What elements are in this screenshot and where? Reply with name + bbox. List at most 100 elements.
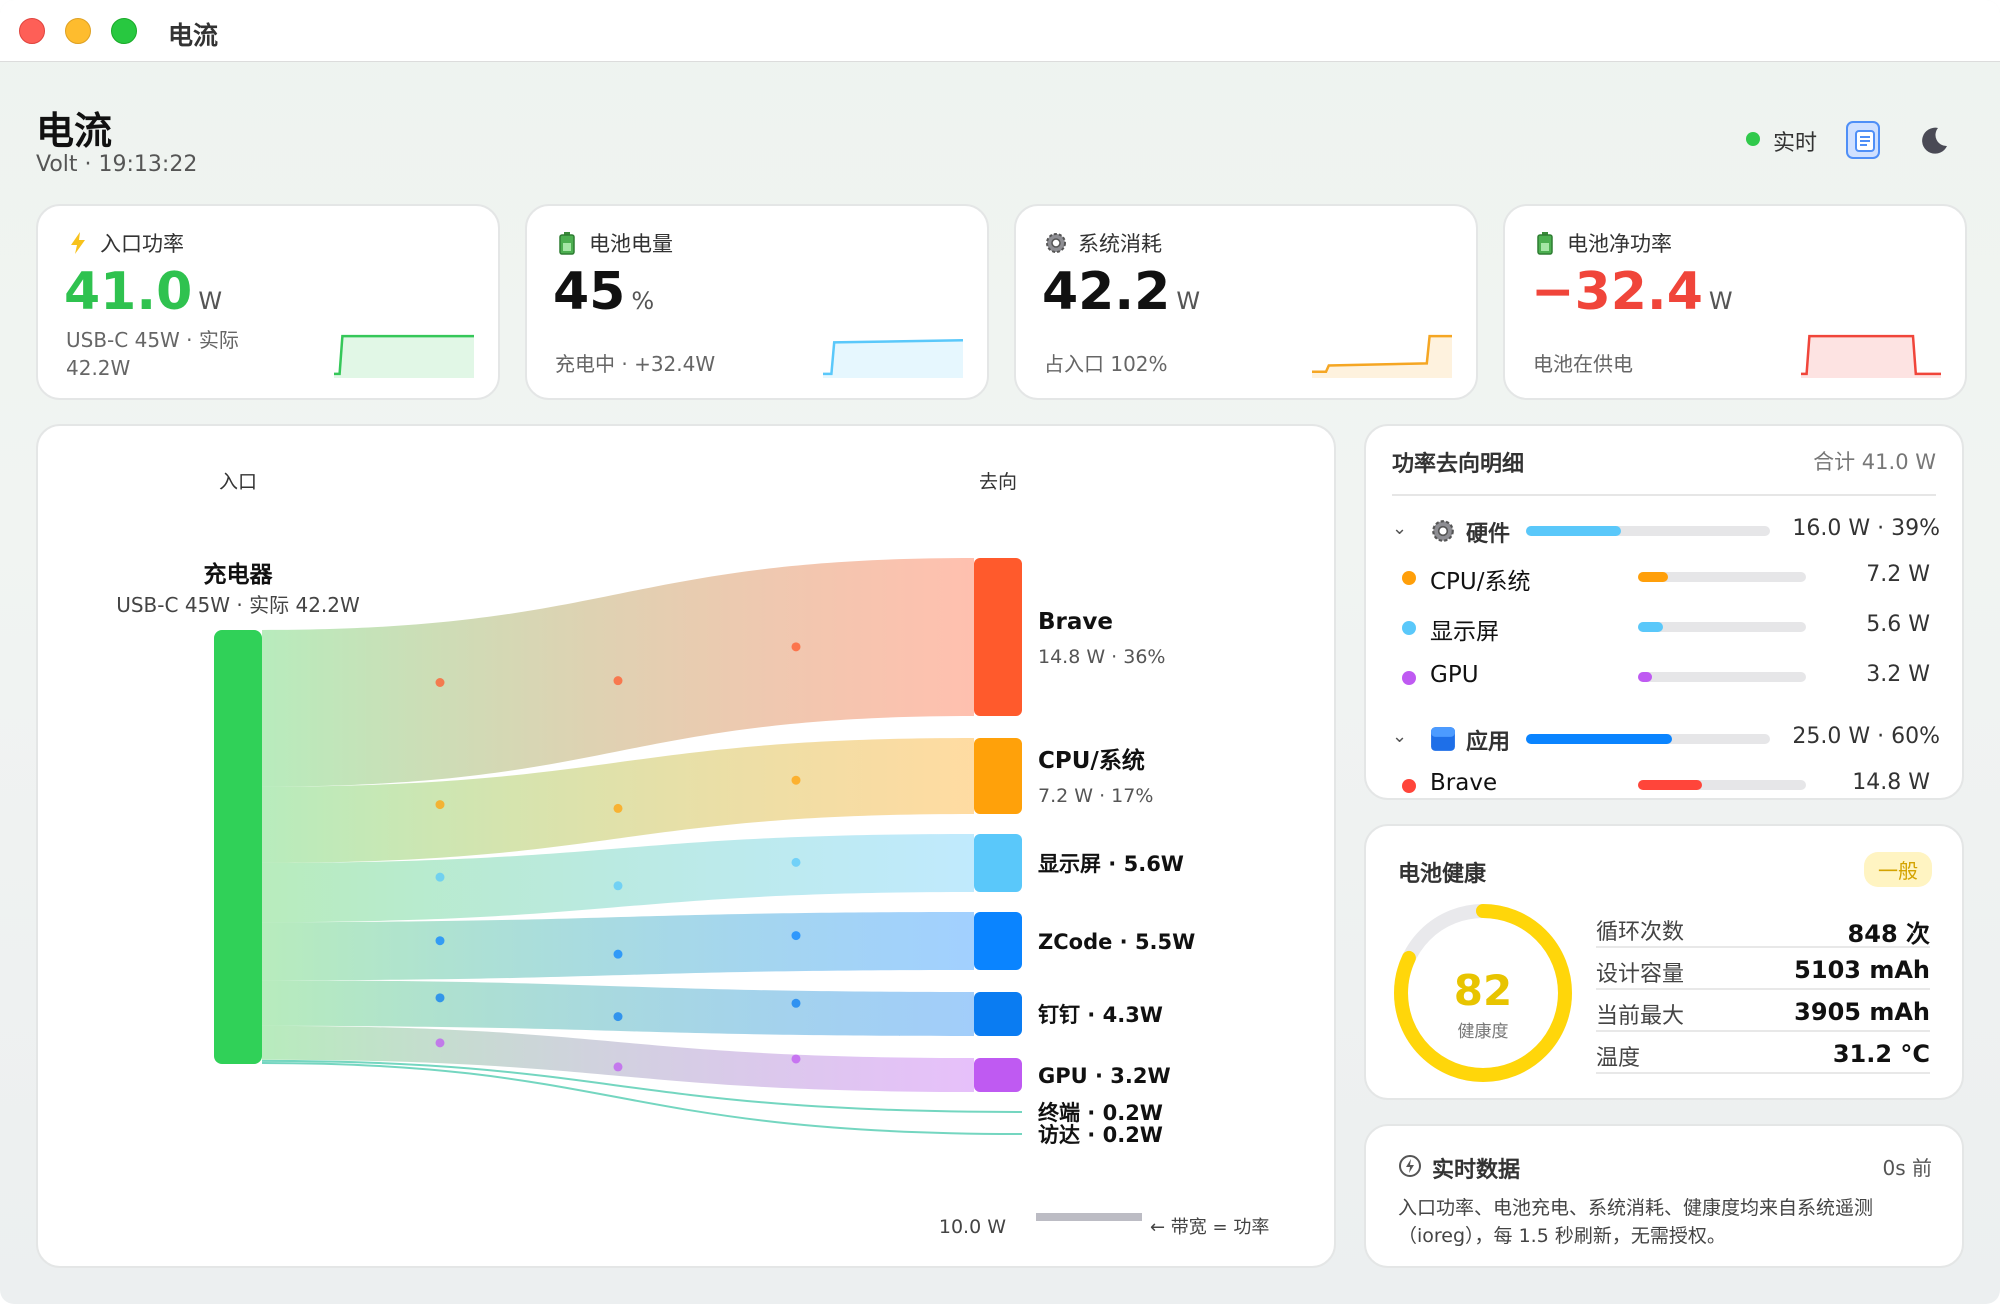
group-bar-fill xyxy=(1526,734,1673,744)
detail-title: 功率去向明细 xyxy=(1392,452,1525,477)
flow-band xyxy=(261,1061,1023,1135)
title-bar: 电流 xyxy=(0,0,2000,62)
target-label: 访达 · 0.2W xyxy=(1038,1123,1163,1147)
stat-header: 系统消耗 xyxy=(1044,228,1162,258)
live-time: 0s 前 xyxy=(1882,1156,1932,1180)
stat-label: 系统消耗 xyxy=(1078,232,1162,256)
stat-card: 系统消耗 42.2 W 占入口 102% xyxy=(1014,204,1478,400)
stat-number: −32.4 xyxy=(1531,262,1703,322)
flow-particle xyxy=(613,1062,623,1072)
target-column-header: 去向 xyxy=(979,471,1017,493)
scale-note: ← 带宽 = 功率 xyxy=(1150,1217,1269,1238)
group-value: 16.0 W · 39% xyxy=(1792,516,1940,541)
live-title: 实时数据 xyxy=(1432,1158,1521,1183)
flow-particle xyxy=(791,775,801,785)
zoom-window-button[interactable] xyxy=(111,18,137,44)
group-name: 硬件 xyxy=(1466,522,1511,547)
bolt-icon xyxy=(71,232,85,254)
health-score-label: 健康度 xyxy=(1458,1022,1509,1042)
flow-particle xyxy=(613,881,623,891)
item-color-dot xyxy=(1402,671,1416,685)
stat-number: 41.0 xyxy=(64,262,193,322)
item-color-dot xyxy=(1402,571,1416,585)
item-value: 5.6 W xyxy=(1866,612,1930,637)
group-name: 应用 xyxy=(1466,730,1511,755)
health-row: 设计容量 5103 mAh xyxy=(1596,948,1930,990)
stat-footnote: USB-C 45W · 实际 42.2W xyxy=(66,328,239,380)
moon-icon[interactable] xyxy=(1918,124,1950,156)
item-color-dot xyxy=(1402,779,1416,793)
stat-value: 45% xyxy=(553,262,654,322)
sparkline-line xyxy=(334,334,474,376)
sparkline-line xyxy=(1312,334,1452,374)
flow-band xyxy=(262,558,974,787)
flow-band xyxy=(262,738,974,863)
item-name: CPU/系统 xyxy=(1430,569,1531,595)
scale-bar xyxy=(1036,1213,1142,1221)
item-name: GPU xyxy=(1430,662,1479,688)
item-value: 14.8 W xyxy=(1852,770,1930,795)
close-window-button[interactable] xyxy=(19,18,45,44)
bolt-circle-icon xyxy=(1399,1155,1421,1177)
detail-group-row[interactable]: ⌄ 硬件 16.0 W · 39% xyxy=(1366,510,1966,550)
sparkline-area xyxy=(1312,336,1452,378)
target-label: 终端 · 0.2W xyxy=(1038,1101,1163,1125)
target-node xyxy=(974,834,1022,892)
live-status-dot xyxy=(1746,132,1760,146)
target-node xyxy=(974,912,1022,970)
flow-particle xyxy=(791,1054,801,1064)
flow-particle xyxy=(791,857,801,867)
window-title: 电流 xyxy=(168,21,219,50)
target-label: ZCode · 5.5W xyxy=(1038,930,1195,954)
health-value: 31.2 °C xyxy=(1832,1040,1930,1068)
stat-sparkline xyxy=(334,334,474,378)
sparkline-area xyxy=(823,340,963,378)
live-description: 入口功率、电池充电、系统消耗、健康度均来自系统遥测（ioreg），每 1.5 秒… xyxy=(1398,1197,1874,1247)
target-name: CPU/系统 xyxy=(1038,747,1145,774)
target-node xyxy=(974,738,1022,814)
stat-number: 42.2 xyxy=(1042,262,1171,322)
battery-icon xyxy=(559,232,575,255)
live-status-label: 实时 xyxy=(1773,131,1818,156)
stat-footnote: 占入口 102% xyxy=(1044,352,1168,376)
document-button[interactable] xyxy=(1846,121,1880,159)
target-detail: 14.8 W · 36% xyxy=(1038,646,1165,668)
item-bar-fill xyxy=(1638,622,1663,632)
chevron-down-icon[interactable]: ⌄ xyxy=(1392,518,1408,539)
stat-footnote: 电池在供电 xyxy=(1533,352,1633,376)
item-name: Brave xyxy=(1430,770,1498,796)
flow-particle xyxy=(435,993,445,1003)
flow-particle xyxy=(613,803,623,813)
flow-particle xyxy=(435,872,445,882)
target-label: 显示屏 · 5.6W xyxy=(1038,852,1184,876)
flow-band xyxy=(262,912,974,981)
target-node xyxy=(974,558,1022,716)
chevron-down-icon[interactable]: ⌄ xyxy=(1392,726,1408,747)
app-icon xyxy=(1431,727,1455,751)
page-subtitle: Volt · 19:13:22 xyxy=(36,152,198,177)
stat-sparkline xyxy=(823,339,963,378)
item-bar xyxy=(1638,672,1806,682)
sparkline-line xyxy=(1801,334,1941,376)
health-score: 82 xyxy=(1454,966,1512,1015)
health-key: 当前最大 xyxy=(1596,1004,1685,1029)
flow-particle xyxy=(435,936,445,946)
detail-total: 合计 41.0 W xyxy=(1813,450,1936,474)
group-icon-wrap xyxy=(1430,518,1456,544)
stat-header: 电池电量 xyxy=(555,228,673,258)
group-bar xyxy=(1526,734,1770,744)
stat-unit: W xyxy=(1176,287,1201,315)
detail-group-row[interactable]: ⌄ 应用 25.0 W · 60% xyxy=(1366,718,1966,758)
health-key: 温度 xyxy=(1596,1046,1641,1071)
detail-divider xyxy=(1392,494,1936,496)
sparkline-area xyxy=(334,336,474,378)
detail-item-row: CPU/系统 7.2 W xyxy=(1366,556,1966,596)
group-value: 25.0 W · 60% xyxy=(1792,724,1940,749)
battery-health-card: 电池健康 一般 82 健康度 循环次数 848 次设计容量 5103 mAh 当前最大 3… xyxy=(1364,824,1964,1100)
group-icon-wrap xyxy=(1430,726,1456,752)
live-data-card: 实时数据 0s 前 入口功率、电池充电、系统消耗、健康度均来自系统遥测（iore… xyxy=(1364,1124,1964,1268)
page-title: 电流 xyxy=(36,109,113,153)
stat-sparkline xyxy=(1801,334,1941,378)
minimize-window-button[interactable] xyxy=(65,18,91,44)
detail-item-row: GPU 3.2 W xyxy=(1366,656,1966,696)
